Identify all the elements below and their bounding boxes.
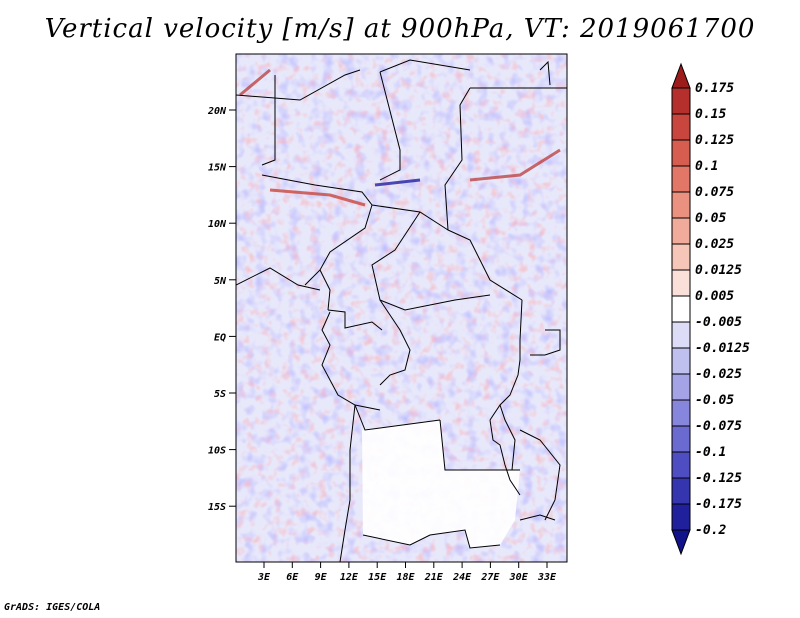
lat-tick-label: 5N (214, 276, 227, 287)
lat-tick-label: EQ (214, 332, 226, 343)
colorbar-segment (671, 477, 691, 505)
colorbar-label: 0.15 (695, 107, 726, 122)
lat-tick-label: 15N (208, 163, 227, 174)
colorbar-label: -0.1 (695, 445, 726, 460)
longitude-axis: 3E 6E 9E 12E 15E 18E 21E 24E 27E 30E 33E (257, 562, 557, 583)
lat-tick-label: 5S (214, 389, 226, 400)
colorbar-label: -0.05 (695, 393, 734, 408)
colorbar-segment (671, 269, 691, 297)
map-title: Vertical velocity [m/s] at 900hPa, VT: 2… (44, 14, 756, 44)
lon-tick-label: 15E (368, 572, 387, 583)
colorbar-label: -0.175 (695, 497, 742, 512)
colorbar-segment (671, 243, 691, 271)
colorbar-label: 0.05 (695, 211, 726, 226)
colorbar-segment (671, 321, 691, 349)
lon-tick-label: 3E (257, 572, 271, 583)
credit-text: GrADS: IGES/COLA (4, 602, 101, 613)
colorbar-segment (671, 113, 691, 141)
lat-tick-label: 20N (207, 106, 227, 117)
colorbar-label: 0.005 (695, 289, 734, 304)
colorbar-label: 0.1 (695, 159, 718, 174)
colorbar-label: 0.0125 (695, 263, 742, 278)
latitude-axis: 20N 15N 10N 5N EQ 5S 10S 15S (207, 106, 236, 513)
country-borders (236, 59, 567, 562)
colorbar-label: 0.025 (695, 237, 734, 252)
colorbar-label: -0.125 (695, 471, 742, 486)
colorbar-segment (671, 295, 691, 323)
lon-tick-label: 30E (509, 572, 529, 583)
colorbar-segment (671, 373, 691, 401)
colorbar-segment (671, 191, 691, 219)
colorbar-label: -0.075 (695, 419, 742, 434)
colorbar-label: 0.125 (695, 133, 734, 148)
updraft-band (469, 148, 561, 182)
lon-tick-label: 33E (537, 572, 557, 583)
updraft-band (269, 188, 366, 207)
flat-area-angola (362, 420, 520, 548)
colorbar-segment (671, 425, 691, 453)
lon-tick-label: 27E (480, 572, 500, 583)
colorbar-segment (671, 165, 691, 193)
updraft-band (239, 68, 271, 97)
colorbar-segment (671, 217, 691, 245)
lat-tick-label: 10N (208, 219, 227, 230)
colorbar-segment (671, 139, 691, 167)
lon-tick-label: 21E (424, 572, 444, 583)
map-frame (235, 53, 568, 563)
lon-tick-label: 12E (340, 572, 359, 583)
colorbar-label: -0.2 (695, 523, 726, 538)
lon-tick-label: 9E (315, 572, 328, 583)
lat-tick-label: 15S (208, 502, 226, 513)
colorbar-label: -0.005 (695, 315, 742, 330)
colorbar-top-arrow (671, 62, 691, 89)
lat-tick-label: 10S (208, 446, 226, 457)
colorbar-segment (671, 451, 691, 479)
colorbar: 0.175 0.15 0.125 0.1 0.075 0.05 0.025 0.0125 0.0… (671, 62, 750, 556)
velocity-field (236, 54, 567, 562)
lon-tick-label: 24E (452, 572, 472, 583)
colorbar-segment (671, 399, 691, 427)
lon-tick-label: 18E (396, 572, 415, 583)
colorbar-segment (671, 503, 691, 531)
colorbar-segment (671, 87, 691, 115)
colorbar-segment (671, 347, 691, 375)
colorbar-label: 0.175 (695, 81, 734, 96)
colorbar-label: -0.0125 (695, 341, 750, 356)
lon-tick-label: 6E (286, 572, 299, 583)
downdraft-band (374, 178, 421, 187)
colorbar-label: 0.075 (695, 185, 734, 200)
colorbar-label: -0.025 (695, 367, 742, 382)
colorbar-bottom-arrow (671, 529, 691, 556)
